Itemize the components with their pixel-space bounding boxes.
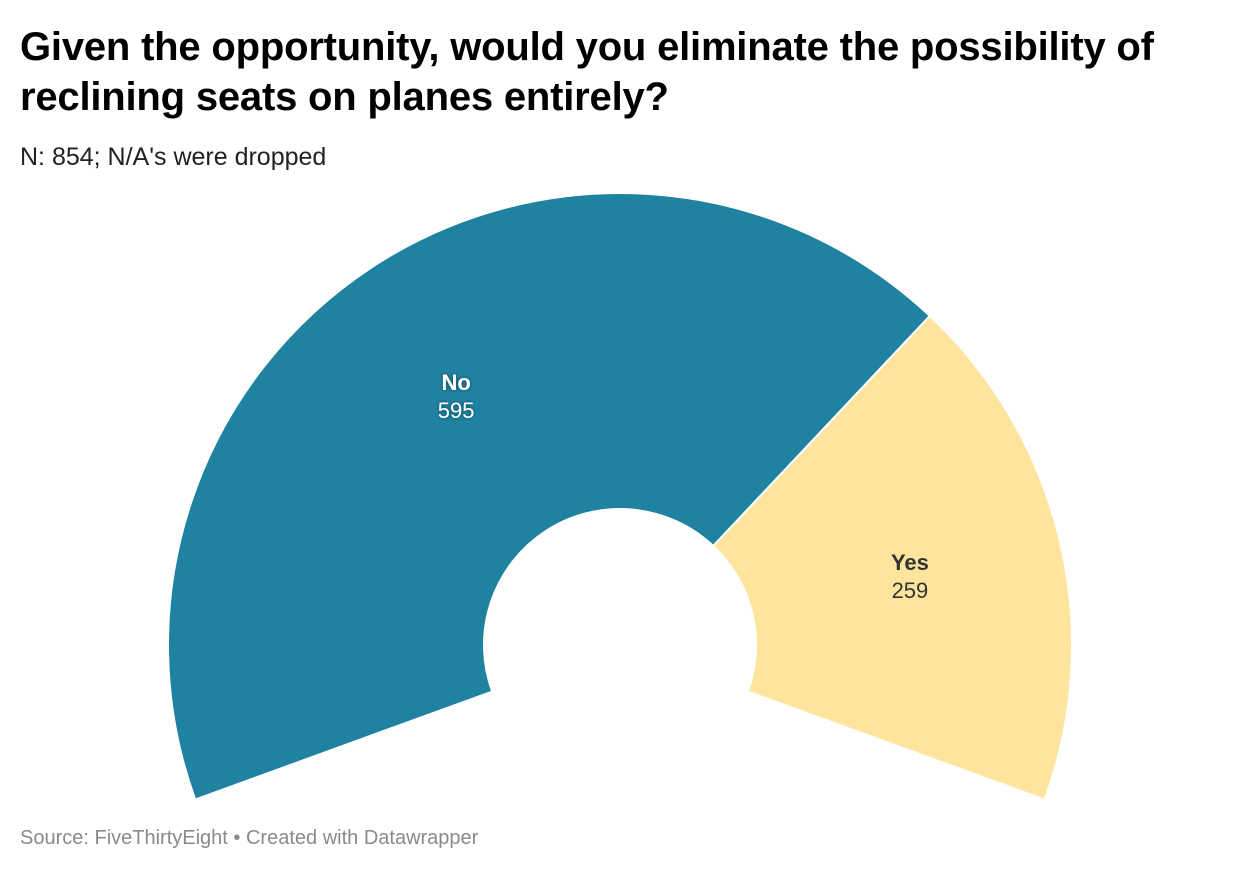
slice-label-yes: Yes [891,550,929,575]
slice-value-no: 595 [438,398,475,423]
slice-value-yes: 259 [892,578,929,603]
chart-subtitle: N: 854; N/A's were dropped [20,143,327,171]
chart-title: Given the opportunity, would you elimina… [20,25,1154,119]
datawrapper-credit[interactable]: Created with Datawrapper [245,827,479,849]
source-note: Source: FiveThirtyEight [20,827,228,849]
slice-label-no: No [441,370,470,395]
slice-no[interactable] [167,192,932,801]
chart-footer: Source: FiveThirtyEight • Created with D… [20,826,478,850]
slice-yes[interactable] [711,314,1073,801]
chart-slices [167,192,1073,801]
footer-separator: • [227,827,246,849]
chart-labels: No 595 Yes 259 [438,370,929,603]
